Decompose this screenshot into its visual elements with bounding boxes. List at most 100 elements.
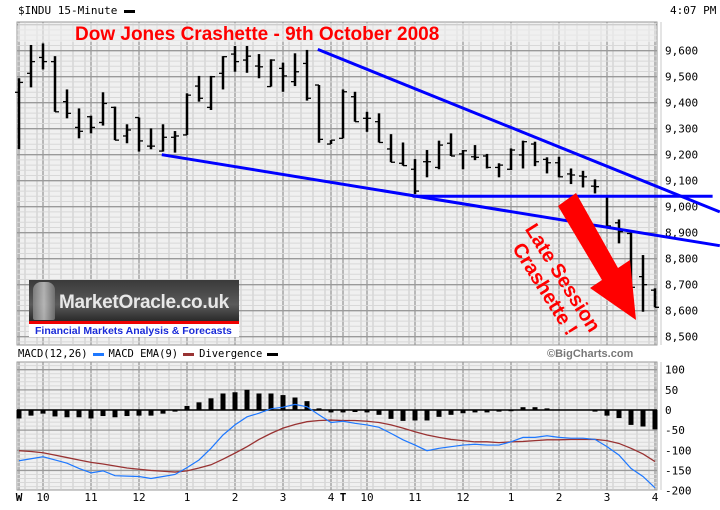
divergence-bar: [100, 410, 106, 417]
symbol-label: $INDU 15-Minute: [18, 4, 118, 17]
divergence-bar: [436, 410, 442, 417]
ohlc-bar: [147, 128, 155, 150]
divergence-bar: [592, 410, 598, 412]
divergence-bar: [472, 410, 478, 413]
ohlc-bar: [531, 141, 539, 167]
time-axis-label: 4: [328, 491, 335, 504]
ohlc-bar: [111, 106, 119, 141]
ohlc-bar: [327, 139, 335, 145]
divergence-bar: [604, 410, 610, 416]
time-axis-label: 3: [604, 491, 611, 504]
ohlc-bar: [399, 142, 407, 167]
divergence-bar: [88, 410, 94, 419]
time-axis-label: 10: [36, 491, 49, 504]
marketoracle-logo: MarketOracle.co.uk Financial Markets Ana…: [29, 280, 239, 337]
time-axis-label: 2: [556, 491, 563, 504]
divergence-bar: [364, 410, 370, 413]
logo-tagline: Financial Markets Analysis & Forecasts: [29, 324, 239, 337]
trendline: [161, 153, 720, 248]
ohlc-bar: [447, 133, 455, 157]
divergence-bar: [400, 410, 406, 421]
symbol-header: $INDU 15-Minute: [18, 4, 135, 17]
divergence-bar: [112, 410, 118, 418]
chart-title: Dow Jones Crashette - 9th October 2008: [75, 24, 439, 45]
divergence-bar: [220, 393, 226, 410]
time-axis-label: 1: [508, 491, 515, 504]
divergence-bar: [160, 410, 166, 414]
price-axis-label: 9,100: [665, 175, 698, 188]
time-axis-label: 1: [184, 491, 191, 504]
time-axis-label: W: [16, 491, 23, 504]
ohlc-bar: [231, 46, 239, 72]
divergence-bar: [64, 410, 70, 418]
logo-name: MarketOracle.co.uk: [59, 292, 229, 313]
macd-axis-label: 0: [665, 404, 672, 417]
statue-icon: [33, 282, 55, 320]
ohlc-bar: [39, 43, 47, 70]
divergence-bar: [460, 410, 466, 414]
divergence-bar: [520, 407, 526, 410]
ohlc-bar: [135, 116, 143, 152]
divergence-bar: [184, 405, 190, 410]
ohlc-bar: [195, 75, 203, 102]
ohlc-bar: [459, 150, 467, 170]
ohlc-bar: [579, 170, 587, 188]
price-axis-label: 9,600: [665, 45, 698, 58]
ohlc-bar: [243, 46, 251, 73]
ohlc-bar: [495, 163, 503, 178]
time-axis-label: 11: [84, 491, 97, 504]
ohlc-bar: [75, 108, 83, 139]
macd-ema-line: [18, 419, 656, 473]
legend-ema-label: MACD EMA(9): [108, 348, 179, 360]
macd-line: [18, 403, 656, 489]
divergence-bar: [316, 408, 322, 410]
ohlc-bar: [279, 62, 287, 92]
divergence-bar: [76, 410, 82, 418]
legend-macd-label: MACD(12,26): [18, 348, 88, 360]
divergence-bar: [136, 410, 142, 416]
macd-axis-label: -50: [665, 424, 685, 437]
divergence-bar: [496, 410, 502, 412]
divergence-bar: [148, 410, 154, 416]
ohlc-bar: [303, 49, 311, 101]
macd-legend: MACD(12,26) MACD EMA(9) Divergence: [18, 348, 279, 360]
trendline: [317, 48, 720, 214]
ohlc-bar: [555, 156, 563, 178]
divergence-bar: [616, 410, 622, 419]
ohlc-bar: [351, 91, 359, 123]
time-label: 4:07 PM: [670, 4, 717, 17]
time-axis-label: 11: [408, 491, 421, 504]
divergence-bar: [268, 393, 274, 410]
ohlc-bar: [267, 59, 275, 88]
macd-axis-label: -150: [665, 464, 692, 477]
price-axis-label: 9,500: [665, 71, 698, 84]
legend-divergence-swatch: [267, 352, 279, 356]
ohlc-bar: [183, 93, 191, 136]
price-legend-swatch: [123, 9, 135, 13]
divergence-bar: [232, 392, 238, 410]
ohlc-bar: [219, 56, 227, 90]
divergence-bar: [448, 410, 454, 415]
divergence-bar: [40, 410, 46, 414]
ohlc-bar: [483, 153, 491, 169]
legend-ema-swatch: [183, 352, 195, 356]
divergence-bar: [28, 410, 34, 416]
legend-divergence-label: Divergence: [199, 348, 263, 360]
title-band: [18, 23, 656, 42]
ohlc-bar: [375, 113, 383, 144]
divergence-bar: [52, 410, 58, 417]
ohlc-bar: [339, 89, 347, 139]
crash-arrow: [558, 193, 636, 320]
divergence-bar: [484, 410, 490, 413]
time-axis-label: 12: [132, 491, 145, 504]
price-axis-label: 8,600: [665, 305, 698, 318]
time-axis-label: T: [340, 491, 347, 504]
ohlc-bar: [423, 150, 431, 178]
ohlc-bar: [615, 219, 623, 244]
ohlc-bar: [507, 148, 515, 171]
divergence-bar: [388, 410, 394, 419]
divergence-bar: [196, 402, 202, 410]
ohlc-bar: [207, 75, 215, 110]
divergence-bar: [352, 410, 358, 413]
divergence-bar: [16, 410, 22, 419]
